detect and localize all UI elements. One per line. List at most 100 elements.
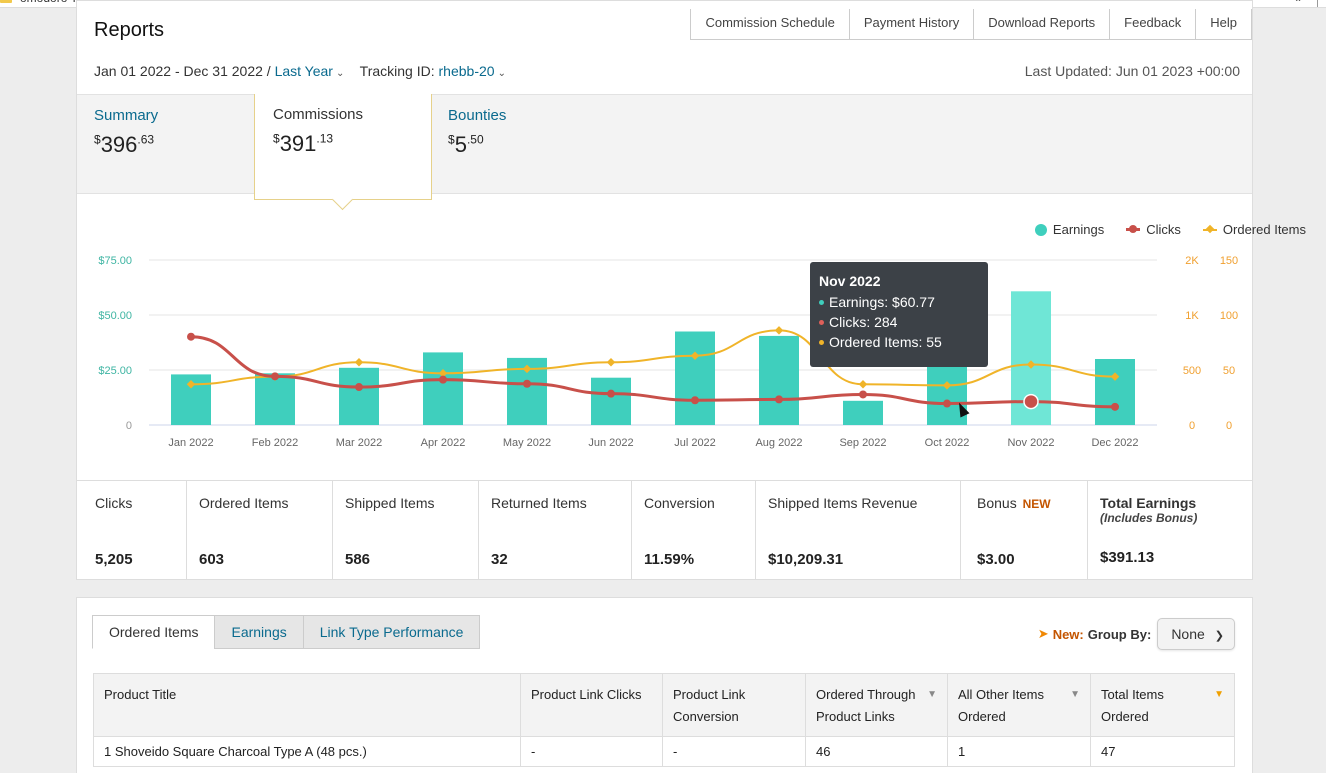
chevron-down-icon[interactable]: ⌄ [335,68,345,79]
stat-label: Ordered Items [199,495,289,511]
tab-download-reports[interactable]: Download Reports [973,9,1111,40]
tooltip-ordered: Ordered Items: 55 [819,334,979,350]
x-tick-label: Mar 2022 [336,437,382,449]
new-label: New: [1052,626,1084,642]
tracking-id-dropdown[interactable]: rhebb-20 [438,63,495,79]
earnings-bar [675,331,715,425]
ordered-items-point [858,380,868,389]
ordered-items-point [438,369,448,378]
clicks-point [355,383,363,392]
date-filter-row: Jan 01 2022 - Dec 31 2022 / Last Year ⌄ T… [94,63,506,79]
tab-ordered-items[interactable]: Ordered Items [92,615,216,649]
x-tick-label: Feb 2022 [252,437,298,449]
clicks-dot-icon [819,319,824,325]
ordered-items-point [354,358,364,367]
col-product-title[interactable]: Product Title [93,673,521,737]
period-dropdown[interactable]: Last Year [274,63,333,79]
summary-tabs: Summary $396.63 Commissions $391.13 Boun… [77,94,1252,200]
clicks-point [775,395,783,404]
stat-value: 11.59% [644,551,695,568]
group-by-label: Group By: [1087,626,1152,642]
sort-icon[interactable]: ▼ [1070,689,1080,700]
right-tick-label: 2K [1185,255,1199,267]
tab-help[interactable]: Help [1195,9,1252,40]
left-tick-label: $25.00 [98,365,132,377]
chart-legend: Earnings Clicks Ordered Items [1034,222,1306,237]
top-nav-tabs: Commission Schedule Payment History Down… [690,9,1252,40]
legend-clicks[interactable]: Clicks [1126,222,1181,237]
stat-returned-items: Returned Items 32 [479,481,632,580]
cell-link-clicks: - [520,736,663,767]
col-product-link-conversion[interactable]: Product Link Conversion [662,673,806,737]
bookmarks-overflow-icon[interactable]: » [1295,0,1302,5]
x-tick-label: Nov 2022 [1007,437,1054,449]
col-all-other-items[interactable]: ▼ All Other Items Ordered [947,673,1091,737]
x-tick-label: Dec 2022 [1091,437,1138,449]
col-product-link-clicks[interactable]: Product Link Clicks [520,673,663,737]
earnings-dot-icon [819,299,824,305]
earnings-bar [591,377,631,425]
x-tick-label: Oct 2022 [925,437,970,449]
ordered-items-point [774,326,784,335]
tab-payment-history[interactable]: Payment History [848,9,975,40]
tab-link-type-performance[interactable]: Link Type Performance [302,615,481,649]
col-total-items-ordered[interactable]: ▼ Total Items Ordered [1090,673,1235,737]
stat-value: $10,209.31 [768,551,844,568]
tab-commission-schedule[interactable]: Commission Schedule [690,9,850,40]
stat-ordered-items: Ordered Items 603 [187,481,333,580]
stat-label: Shipped Items [345,495,435,511]
clicks-point [943,399,951,408]
tab-bounties[interactable]: Bounties $5.50 [448,107,506,158]
stat-value: 603 [199,551,225,568]
bookmark-item[interactable]: omodoro Timer O... [0,0,123,5]
clicks-point [691,396,699,405]
x-tick-label: Jul 2022 [674,437,716,449]
earnings-bar [255,373,295,425]
tab-label: Summary [94,107,159,124]
earnings-dot-icon [1034,223,1047,236]
ordered-items-table: Product Title Product Link Clicks Produc… [93,673,1235,767]
group-by-select[interactable]: None ❯ [1157,618,1235,650]
divider [1317,0,1318,7]
earnings-bar [843,400,883,425]
legend-earnings[interactable]: Earnings [1034,222,1104,237]
ordered-items-point [606,358,616,367]
stat-label: Shipped Items Revenue [768,495,918,511]
table-row: 1 Shoveido Square Charcoal Type A (48 pc… [93,736,1235,767]
tab-feedback[interactable]: Feedback [1109,9,1197,40]
right-tick-label: 50 [1223,365,1235,377]
col-ordered-through-links[interactable]: ▼ Ordered Through Product Links [805,673,948,737]
stats-row: Clicks 5,205 Ordered Items 603 Shipped I… [77,480,1252,580]
right-tick-label: 500 [1183,365,1201,377]
stat-value: 32 [491,551,508,568]
last-updated: Last Updated: Jun 01 2023 +00:00 [1024,63,1240,79]
left-tick-label: 0 [126,420,132,432]
stat-label: Total Earnings [1100,495,1197,511]
ordered-items-line-icon [1202,228,1217,231]
tab-earnings[interactable]: Earnings [214,615,304,649]
cell-total-items: 47 [1090,736,1235,767]
bounties-amount: $5.50 [448,132,484,157]
sort-icon[interactable]: ▼ [927,689,937,700]
tab-commissions[interactable]: Commissions $391.13 [254,94,432,200]
tab-summary[interactable]: Summary $396.63 [94,107,158,158]
legend-ordered-items[interactable]: Ordered Items [1202,222,1306,237]
tooltip-earnings: Earnings: $60.77 [819,294,979,310]
stat-value: 5,205 [95,551,133,568]
cell-product-title[interactable]: 1 Shoveido Square Charcoal Type A (48 pc… [93,736,521,767]
sort-icon[interactable]: ▼ [1214,689,1224,700]
cell-link-conversion: - [662,736,806,767]
clicks-point [859,390,867,399]
ordered-items-point [1110,372,1120,381]
stat-value: $391.13 [1100,549,1155,566]
x-tick-label: May 2022 [503,437,551,449]
chevron-down-icon[interactable]: ⌄ [497,68,506,79]
stat-label: Clicks [95,495,133,511]
stat-total-earnings: Total Earnings (Includes Bonus) $391.13 [1088,481,1252,580]
stat-clicks: Clicks 5,205 [77,481,187,580]
clicks-point [187,332,195,341]
summary-amount: $396.63 [94,132,155,157]
stat-shipped-revenue: Shipped Items Revenue $10,209.31 [756,481,961,580]
stat-label: Bonus NEW [977,495,1051,511]
stat-value: $3.00 [977,551,1015,568]
